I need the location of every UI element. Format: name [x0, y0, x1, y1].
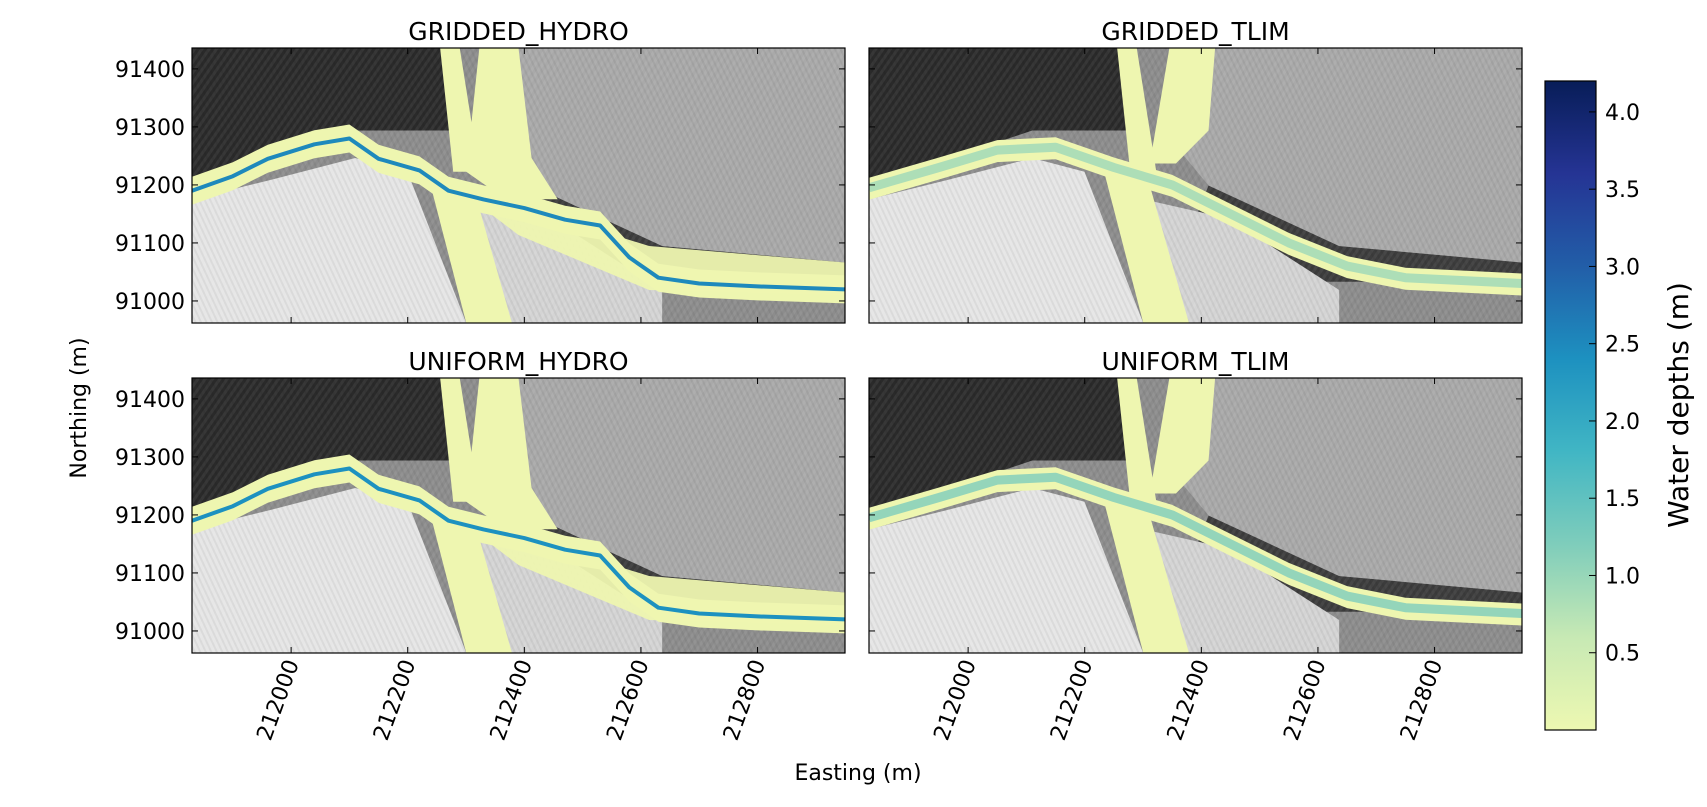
x-tick-label: 212200 — [1046, 657, 1098, 744]
panel-frame — [191, 377, 846, 654]
x-tick-label: 212600 — [602, 657, 654, 744]
x-tick-label: 212200 — [369, 657, 421, 744]
panel-title: GRIDDED_TLIM — [1101, 17, 1289, 46]
colorbar-tick-label: 1.5 — [1605, 487, 1640, 512]
panel-frame — [191, 47, 846, 324]
colorbar-tick-label: 3.0 — [1605, 255, 1640, 280]
channel-depth-line — [869, 142, 1522, 288]
colorbar-tick-label: 3.5 — [1605, 178, 1640, 203]
y-tick-label: 91100 — [115, 232, 185, 257]
flood-north-fan — [1149, 378, 1216, 494]
panel-frame — [868, 377, 1523, 654]
flood-tributary — [427, 171, 512, 323]
x-tick-label: 212800 — [1396, 657, 1448, 744]
panel-gridded_tlim: GRIDDED_TLIM — [868, 17, 1523, 324]
y-tick-label: 91000 — [115, 620, 185, 645]
y-axis-label: Northing (m) — [67, 337, 92, 478]
panel-gridded_hydro: GRIDDED_HYDRO 91000 91100 91200 91300 91400 — [115, 17, 846, 324]
panel-title: UNIFORM_TLIM — [1101, 347, 1289, 376]
panel-uniform_hydro: UNIFORM_HYDRO 91000 91100 91200 91300 91400 21… — [115, 347, 846, 744]
flood-north-fan — [466, 378, 558, 530]
colorbar-tick-label: 2.0 — [1605, 410, 1640, 435]
y-tick-label: 91400 — [115, 58, 185, 83]
flood-tributary — [427, 501, 512, 653]
flood-north-gully — [1117, 378, 1157, 502]
y-tick-label: 91400 — [115, 388, 185, 413]
panel-title: GRIDDED_HYDRO — [408, 17, 629, 46]
colorbar-tick-label: 4.0 — [1605, 101, 1640, 126]
y-tick-label: 91200 — [115, 504, 185, 529]
colorbar — [1544, 80, 1597, 731]
x-tick-label: 212000 — [253, 657, 305, 744]
flood-tributary — [1104, 501, 1189, 653]
x-tick-label: 212400 — [486, 657, 538, 744]
flood-tributary — [1104, 171, 1189, 323]
channel-depth-line — [869, 472, 1522, 618]
x-tick-label: 212800 — [719, 657, 771, 744]
colorbar-tick-label: 2.5 — [1605, 333, 1640, 358]
y-tick-label: 91100 — [115, 562, 185, 587]
y-tick-label: 91200 — [115, 174, 185, 199]
channel-depth-line — [192, 136, 845, 292]
y-tick-label: 91000 — [115, 290, 185, 315]
colorbar-label: Water depths (m) — [1662, 282, 1695, 528]
y-tick-label: 91300 — [115, 116, 185, 141]
x-tick-label: 212400 — [1163, 657, 1215, 744]
y-tick-label: 91300 — [115, 446, 185, 471]
colorbar-tick-label: 1.0 — [1605, 564, 1640, 589]
panel-uniform_tlim: UNIFORM_TLIM 212000 212200 212400 212600 2128… — [868, 347, 1523, 744]
flood-north-fan — [1149, 48, 1216, 164]
flood-floodplain — [453, 185, 845, 296]
colorbar-tick-label: 0.5 — [1605, 642, 1640, 667]
flood-north-gully — [1117, 48, 1157, 172]
panel-frame — [868, 47, 1523, 324]
flood-north-fan — [466, 48, 558, 200]
channel-depth-line — [192, 466, 845, 622]
x-axis-label: Easting (m) — [794, 761, 921, 786]
panel-title: UNIFORM_HYDRO — [408, 347, 628, 376]
x-tick-label: 212000 — [930, 657, 982, 744]
flood-floodplain — [453, 515, 845, 626]
x-tick-label: 212600 — [1279, 657, 1331, 744]
